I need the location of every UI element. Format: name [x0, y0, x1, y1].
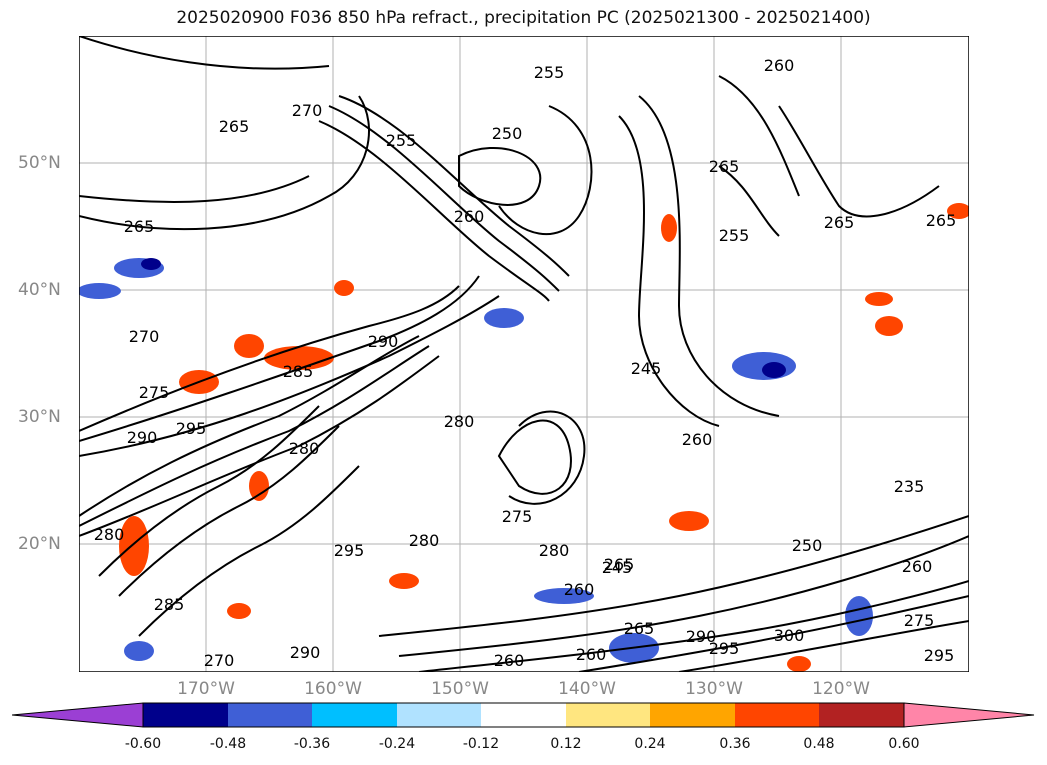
svg-text:290: 290	[290, 643, 321, 662]
lat-label-30n: 30°N	[18, 407, 61, 427]
svg-text:290: 290	[127, 428, 158, 447]
svg-text:250: 250	[792, 536, 823, 555]
lon-label-160w: 160°W	[304, 679, 362, 699]
colorbar-bin	[312, 703, 397, 727]
svg-text:265: 265	[824, 213, 855, 232]
lon-label-140w: 140°W	[558, 679, 616, 699]
lon-label-150w: 150°W	[431, 679, 489, 699]
colorbar-tick: 0.24	[634, 736, 666, 752]
contour-labels: 255 265 270 255 250 265 260 265 255 260 …	[94, 56, 957, 670]
colorbar-bin	[735, 703, 819, 727]
colorbar-bin	[143, 703, 228, 727]
colorbar-bin	[650, 703, 735, 727]
svg-text:300: 300	[774, 626, 805, 645]
colorbar-tick: -0.48	[209, 736, 247, 752]
svg-text:280: 280	[409, 531, 440, 550]
colorbar-tick: -0.60	[124, 736, 162, 752]
colorbar-tick: 0.12	[550, 736, 582, 752]
colorbar-bin	[566, 703, 650, 727]
svg-text:265: 265	[124, 217, 155, 236]
svg-text:235: 235	[894, 477, 925, 496]
lon-label-120w: 120°W	[812, 679, 870, 699]
svg-text:265: 265	[709, 157, 740, 176]
svg-text:280: 280	[444, 412, 475, 431]
svg-text:255: 255	[534, 63, 565, 82]
svg-text:295: 295	[334, 541, 365, 560]
colorbar-tick: -0.36	[293, 736, 331, 752]
colorbar-tick: 0.36	[719, 736, 751, 752]
svg-text:295: 295	[709, 639, 740, 658]
colorbar-under-arrow	[12, 702, 144, 728]
svg-text:280: 280	[289, 439, 320, 458]
precip-shading	[79, 203, 969, 672]
lat-label-40n: 40°N	[18, 280, 61, 300]
svg-text:265: 265	[604, 555, 635, 574]
graticule	[79, 36, 969, 672]
colorbar-bin	[228, 703, 312, 727]
colorbar-bin	[397, 703, 481, 727]
svg-text:280: 280	[539, 541, 570, 560]
svg-text:255: 255	[719, 226, 750, 245]
lon-label-130w: 130°W	[685, 679, 743, 699]
svg-text:255: 255	[386, 131, 417, 150]
colorbar-tick: -0.12	[462, 736, 500, 752]
svg-text:260: 260	[764, 56, 795, 75]
svg-text:270: 270	[129, 327, 160, 346]
svg-text:245: 245	[602, 558, 633, 577]
svg-text:290: 290	[368, 332, 399, 351]
colorbar	[12, 702, 1035, 728]
colorbar-tick: 0.60	[888, 736, 920, 752]
svg-text:275: 275	[139, 383, 170, 402]
svg-text:265: 265	[624, 619, 655, 638]
svg-text:290: 290	[686, 627, 717, 646]
colorbar-tick: 0.48	[803, 736, 835, 752]
svg-text:260: 260	[494, 651, 525, 670]
colorbar-bin	[481, 703, 566, 727]
map-title: 2025020900 F036 850 hPa refract., precip…	[176, 8, 871, 28]
lat-label-50n: 50°N	[18, 153, 61, 173]
colorbar-over-arrow	[903, 702, 1035, 728]
map-panel: 255 265 270 255 250 265 260 265 255 260 …	[79, 36, 969, 672]
svg-text:260: 260	[576, 645, 607, 664]
colorbar-bin	[819, 703, 904, 727]
colorbar-tick: -0.24	[378, 736, 416, 752]
svg-text:275: 275	[502, 507, 533, 526]
svg-text:295: 295	[924, 646, 955, 665]
svg-text:270: 270	[204, 651, 235, 670]
svg-text:275: 275	[904, 611, 935, 630]
svg-text:285: 285	[283, 362, 314, 381]
svg-text:250: 250	[492, 124, 523, 143]
svg-text:285: 285	[154, 595, 185, 614]
svg-text:265: 265	[219, 117, 250, 136]
lon-label-170w: 170°W	[177, 679, 235, 699]
svg-text:260: 260	[682, 430, 713, 449]
svg-text:265: 265	[926, 211, 957, 230]
svg-text:260: 260	[454, 207, 485, 226]
svg-text:260: 260	[564, 580, 595, 599]
svg-text:280: 280	[94, 525, 125, 544]
svg-text:245: 245	[631, 359, 662, 378]
svg-text:260: 260	[902, 557, 933, 576]
lat-label-20n: 20°N	[18, 534, 61, 554]
svg-text:295: 295	[176, 419, 207, 438]
refractivity-contours	[79, 36, 969, 672]
svg-text:270: 270	[292, 101, 323, 120]
